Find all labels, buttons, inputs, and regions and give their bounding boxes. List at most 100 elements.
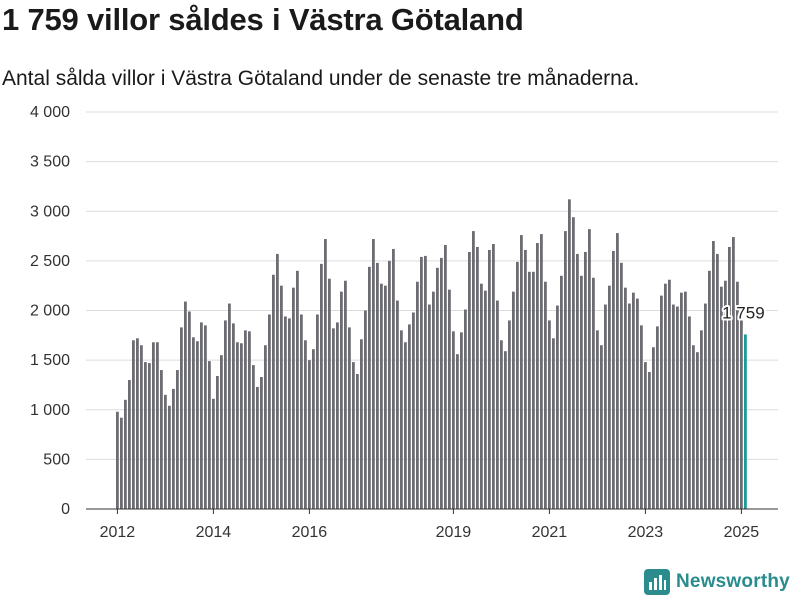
bar <box>540 234 543 509</box>
bar <box>184 301 187 509</box>
bar <box>420 256 423 509</box>
bar <box>584 251 587 509</box>
x-tick-label: 2014 <box>196 524 232 541</box>
bar <box>608 285 611 509</box>
bar <box>240 343 243 509</box>
newsworthy-logo-icon <box>644 569 670 595</box>
bar <box>260 376 263 509</box>
bar <box>384 285 387 509</box>
bar <box>660 295 663 509</box>
bar <box>516 261 519 509</box>
bar <box>460 332 463 509</box>
bar <box>548 320 551 509</box>
bar <box>388 260 391 509</box>
bar <box>212 398 215 509</box>
bar <box>204 325 207 509</box>
bar <box>340 291 343 509</box>
bar <box>412 312 415 509</box>
bar <box>196 341 199 509</box>
bar <box>216 376 219 509</box>
bar <box>416 281 419 509</box>
bar <box>280 285 283 509</box>
bar <box>528 271 531 509</box>
bar <box>520 235 523 509</box>
x-tick-label: 2012 <box>100 524 136 541</box>
bar <box>700 330 703 509</box>
bar <box>532 271 535 509</box>
bar <box>144 362 147 509</box>
bar <box>720 286 723 509</box>
x-tick-label: 2023 <box>628 524 664 541</box>
bar <box>324 239 327 510</box>
bar <box>292 287 295 509</box>
bar <box>508 320 511 509</box>
bar <box>128 379 131 509</box>
bar <box>580 275 583 509</box>
bar <box>256 386 259 509</box>
bar <box>336 322 339 509</box>
bar <box>680 292 683 509</box>
bar <box>356 374 359 509</box>
bar <box>316 314 319 509</box>
bar <box>424 255 427 509</box>
bar <box>284 316 287 509</box>
bar <box>136 338 139 509</box>
bar <box>224 320 227 509</box>
bar <box>396 300 399 509</box>
y-axis-tick-labels: 0 500 1 000 1 500 2 000 2 500 3 000 3 500 4 000 <box>30 104 70 518</box>
bar <box>504 351 507 509</box>
bar <box>740 320 743 509</box>
bar <box>332 328 335 509</box>
y-tick-label: 3 500 <box>30 154 70 171</box>
bar <box>444 244 447 509</box>
bar <box>496 300 499 509</box>
bar <box>624 287 627 509</box>
bar <box>652 347 655 509</box>
bar <box>368 266 371 509</box>
bar <box>668 279 671 509</box>
bar <box>164 394 167 509</box>
y-tick-label: 2 000 <box>30 303 70 320</box>
bar <box>456 354 459 509</box>
bar <box>156 342 159 509</box>
bar <box>564 231 567 509</box>
bar <box>600 345 603 509</box>
newsworthy-brand[interactable]: Newsworthy <box>644 569 790 595</box>
bar <box>172 388 175 509</box>
bar <box>736 281 739 509</box>
chart-subtitle: Antal sålda villor i Västra Götaland und… <box>2 67 640 90</box>
bar <box>536 243 539 509</box>
bar <box>512 291 515 509</box>
bars <box>116 199 747 510</box>
bar <box>148 363 151 509</box>
bar <box>656 326 659 509</box>
bar <box>328 278 331 509</box>
bar <box>208 361 211 509</box>
bar <box>596 330 599 509</box>
bar <box>664 283 667 509</box>
bar <box>160 370 163 509</box>
x-tick-label: 2016 <box>292 524 328 541</box>
bar <box>724 280 727 509</box>
x-tick-label: 2019 <box>436 524 472 541</box>
bar <box>232 323 235 509</box>
bar <box>344 280 347 509</box>
bar <box>676 306 679 509</box>
bar <box>592 277 595 509</box>
bar <box>612 250 615 509</box>
bar <box>192 337 195 509</box>
bar <box>228 303 231 509</box>
bar <box>428 304 431 509</box>
bar <box>188 311 191 509</box>
x-tick-label: 2021 <box>532 524 568 541</box>
bar <box>728 246 731 510</box>
bar <box>168 405 171 509</box>
bar <box>648 372 651 509</box>
bar <box>272 274 275 509</box>
bar <box>152 342 155 509</box>
bar <box>200 322 203 509</box>
bar <box>120 417 123 509</box>
y-tick-label: 4 000 <box>30 104 70 121</box>
bar <box>452 331 455 509</box>
y-tick-label: 500 <box>43 451 70 468</box>
